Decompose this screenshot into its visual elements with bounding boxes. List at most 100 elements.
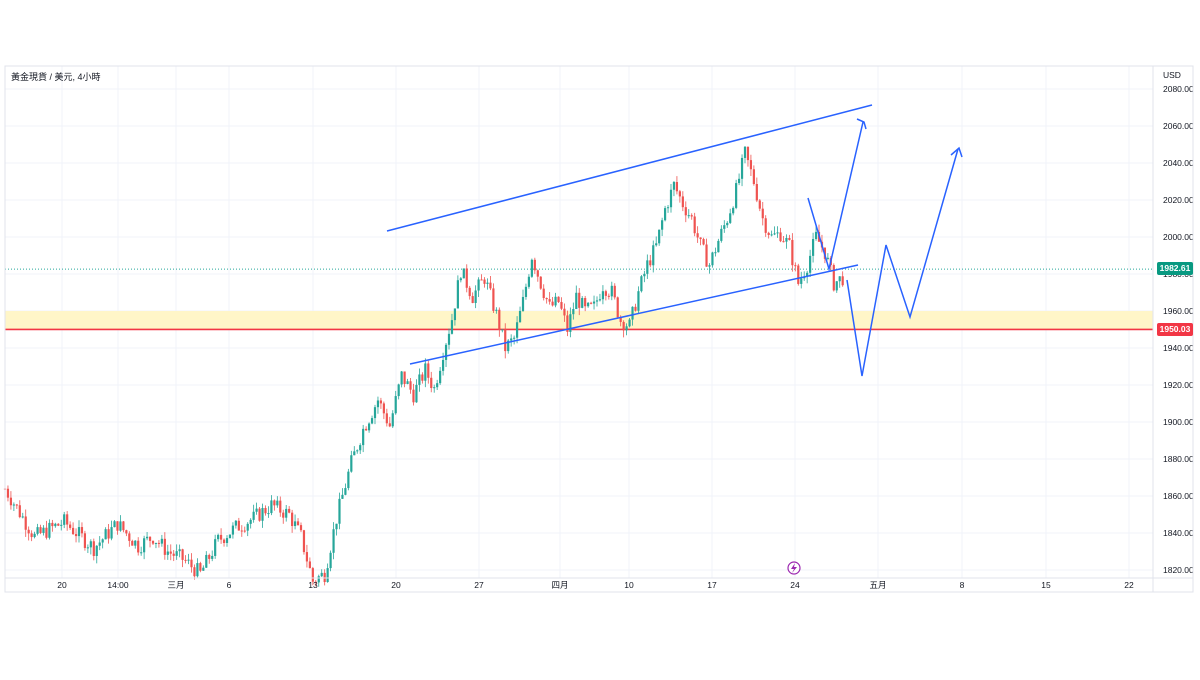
candle-body <box>533 259 536 271</box>
candle-body <box>163 538 166 555</box>
candle-body <box>18 505 21 518</box>
candle-body <box>140 552 143 554</box>
candle-body <box>184 559 187 561</box>
price-axis[interactable]: 2080.002060.002040.002020.002000.001980.… <box>1163 84 1194 575</box>
candle-body <box>279 500 282 513</box>
candle-body <box>714 252 717 254</box>
candle-body <box>764 218 767 233</box>
time-tick-label: 15 <box>1041 580 1051 590</box>
candle-body <box>587 302 590 307</box>
candle-body <box>705 244 708 267</box>
candle-body <box>379 400 383 404</box>
candle-body <box>800 278 803 284</box>
candle-body <box>732 207 735 214</box>
candle-body <box>267 513 270 515</box>
candle-body <box>246 523 249 531</box>
candle-body <box>785 237 788 242</box>
candle-body <box>439 370 442 384</box>
candle-body <box>782 241 785 243</box>
candle-body <box>66 514 69 525</box>
candle-body <box>483 279 486 284</box>
candle-body <box>101 539 104 543</box>
candle-body <box>74 534 78 537</box>
candle-body <box>178 549 181 552</box>
trend-channel[interactable] <box>386 104 873 365</box>
projection-paths[interactable] <box>807 118 963 377</box>
candle-body <box>711 252 714 266</box>
candle-body <box>326 568 329 583</box>
candle-body <box>450 320 454 334</box>
candle-body <box>663 208 667 221</box>
candle-body <box>666 207 670 209</box>
candle-body <box>27 529 30 534</box>
price-tick-label: 2020.00 <box>1163 195 1194 205</box>
candle-body <box>604 291 607 296</box>
price-tick-label: 1960.00 <box>1163 306 1194 316</box>
price-tick-label: 1940.00 <box>1163 343 1194 353</box>
candle-body <box>249 519 252 524</box>
candle-body <box>86 547 89 549</box>
candle-body <box>243 530 246 532</box>
candle-body <box>521 296 525 311</box>
candle-body <box>252 511 255 520</box>
candle-body <box>154 542 158 544</box>
candle-body <box>71 527 75 535</box>
candle-body <box>359 445 362 451</box>
price-tick-label: 2080.00 <box>1163 84 1194 94</box>
candle-body <box>134 540 137 546</box>
projection-bullish <box>807 121 864 272</box>
candle-body <box>30 533 33 538</box>
candle-body <box>542 288 545 299</box>
candle-body <box>113 521 116 528</box>
candle-body <box>175 551 178 556</box>
candle-body <box>403 371 406 384</box>
candle-body <box>625 326 628 331</box>
candle-body <box>370 418 374 424</box>
candle-body <box>270 500 273 514</box>
time-tick-label: 四月 <box>551 580 568 590</box>
candle-body <box>826 257 829 259</box>
time-tick-label: 8 <box>960 580 965 590</box>
candle-body <box>441 359 445 371</box>
time-axis[interactable]: 20 14:00 三月 6 13 20 27 四月 10 17 24 五月 8 15 22 <box>57 580 1134 590</box>
candle-body <box>362 428 365 446</box>
candle-body <box>690 215 693 217</box>
channel-upper-line <box>386 104 873 232</box>
candle-body <box>228 534 232 539</box>
event-layer[interactable] <box>787 561 801 575</box>
candle-body <box>637 291 640 311</box>
candle-body <box>566 315 569 332</box>
candle-body <box>36 527 39 534</box>
candle-body <box>726 222 729 226</box>
candle-body <box>157 542 161 544</box>
candle-body <box>107 529 110 539</box>
candle-body <box>166 551 169 555</box>
candle-body <box>92 541 95 557</box>
candle-body <box>735 183 738 208</box>
candle-body <box>755 183 758 201</box>
candle-body <box>282 512 285 518</box>
candle-body <box>308 561 311 569</box>
candle-body <box>554 296 557 306</box>
candle-body <box>365 428 368 431</box>
candle-body <box>148 536 152 541</box>
candle-body <box>104 529 107 540</box>
time-tick-label: 20 <box>391 580 401 590</box>
candle-body <box>773 233 776 235</box>
candle-body <box>776 232 779 234</box>
candle-body <box>513 337 516 339</box>
candle-body <box>527 276 531 287</box>
candle-body <box>51 522 54 527</box>
candle-body <box>356 450 359 452</box>
candle-body <box>211 555 214 559</box>
time-tick-label: 三月 <box>167 580 184 590</box>
candle-body <box>489 282 492 289</box>
candle-body <box>98 542 101 546</box>
candle-body <box>498 309 501 330</box>
candle-body <box>350 455 353 472</box>
candle-body <box>433 387 436 389</box>
candle-body <box>353 451 356 456</box>
price-tick-label: 1840.00 <box>1163 528 1194 538</box>
